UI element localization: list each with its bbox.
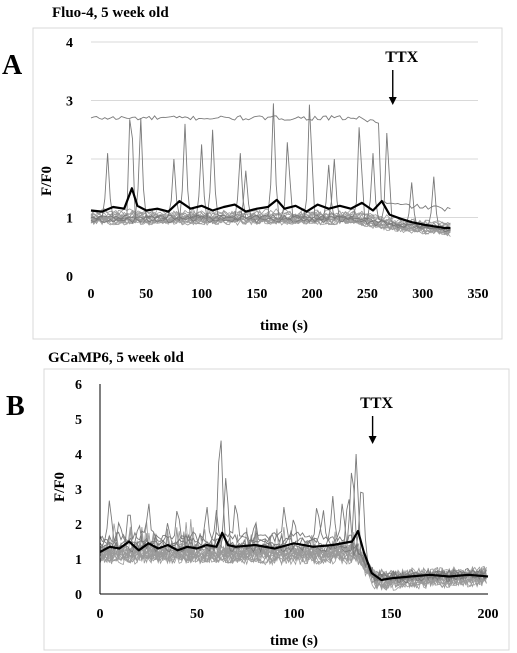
panel-b-axes bbox=[99, 384, 488, 595]
panel-a-y-tick-label: 1 bbox=[66, 212, 73, 227]
panel-b-y-tick-label: 6 bbox=[75, 378, 82, 393]
panel-b-x-tick-label: 0 bbox=[97, 607, 104, 622]
panel-b-x-axis-label: time (s) bbox=[270, 633, 318, 649]
panel-a-mean-line bbox=[90, 187, 451, 230]
panel-b-y-tick-label: 5 bbox=[75, 413, 82, 428]
panel-b-mean-line bbox=[99, 529, 489, 582]
panel-a-y-axis-label: F/F0 bbox=[39, 166, 55, 196]
panel-b-ttx-arrow-head bbox=[368, 436, 377, 444]
panel-b-y-ticks: 0 1 2 3 4 5 6 bbox=[75, 378, 82, 603]
panel-b-background-trace bbox=[99, 527, 487, 590]
panel-a-spike-trace bbox=[90, 123, 451, 233]
panel-a: Fluo-4, 5 week old A 0 50 100 150 200 250 300 3… bbox=[2, 5, 503, 340]
panel-b-title: GCaMP6, 5 week old bbox=[48, 350, 184, 366]
panel-b-spike-trace bbox=[99, 491, 487, 582]
panel-b-letter: B bbox=[6, 391, 25, 422]
panel-b-ttx-arrow bbox=[368, 416, 377, 444]
panel-a-x-axis-label: time (s) bbox=[260, 318, 308, 334]
panel-a-ttx-arrow bbox=[388, 70, 397, 105]
panel-b-x-tick-label: 150 bbox=[381, 607, 402, 622]
panel-b-spike-trace bbox=[99, 472, 487, 583]
panel-a-mean-trace bbox=[90, 187, 451, 230]
panel-a-background-trace bbox=[90, 214, 451, 234]
panel-a-spike-trace bbox=[90, 115, 451, 212]
panel-b-spike-trace bbox=[99, 495, 487, 581]
panel-b-x-tick-label: 200 bbox=[478, 607, 499, 622]
panel-a-gridlines bbox=[91, 41, 478, 218]
panel-a-background-trace bbox=[90, 209, 451, 228]
panel-a-y-tick-label: 0 bbox=[66, 270, 73, 285]
panel-b-y-tick-label: 3 bbox=[75, 483, 82, 498]
panel-a-x-tick-label: 0 bbox=[88, 287, 95, 302]
panel-b-y-tick-label: 2 bbox=[75, 518, 82, 533]
panel-a-letter: A bbox=[2, 50, 23, 81]
panel-a-x-tick-label: 200 bbox=[302, 287, 323, 302]
panel-b-frame bbox=[43, 368, 510, 651]
panel-b-x-ticks: 0 50 100 150 200 bbox=[97, 607, 499, 622]
panel-a-spike-traces bbox=[90, 103, 451, 233]
panel-b-y-tick-label: 4 bbox=[75, 448, 82, 463]
panel-a-background-trace bbox=[90, 215, 451, 235]
panel-a-x-tick-label: 150 bbox=[246, 287, 267, 302]
panel-a-x-ticks: 0 50 100 150 200 250 300 350 bbox=[88, 287, 489, 302]
panel-b-y-axis-label: F/F0 bbox=[52, 472, 68, 502]
panel-a-title: Fluo-4, 5 week old bbox=[52, 5, 169, 21]
panel-a-y-tick-label: 2 bbox=[66, 153, 73, 168]
panel-a-background-traces bbox=[90, 208, 451, 237]
panel-b-x-tick-label: 100 bbox=[284, 607, 305, 622]
panel-b-mean-trace bbox=[99, 529, 489, 582]
panel-a-x-tick-label: 100 bbox=[191, 287, 212, 302]
panel-a-x-tick-label: 250 bbox=[357, 287, 378, 302]
panel-b: GCaMP6, 5 week old B 0 50 100 150 200 0 1 2 3 4 5… bbox=[6, 350, 510, 651]
panel-b-x-tick-label: 50 bbox=[190, 607, 204, 622]
panel-b-ttx-label: TTX bbox=[360, 395, 393, 412]
panel-b-y-tick-label: 1 bbox=[75, 553, 82, 568]
panel-a-y-tick-label: 3 bbox=[66, 95, 73, 110]
panel-a-x-tick-label: 50 bbox=[139, 287, 153, 302]
panel-a-x-tick-label: 350 bbox=[468, 287, 489, 302]
panel-a-frame bbox=[32, 27, 503, 340]
panel-a-x-tick-label: 300 bbox=[412, 287, 433, 302]
panel-a-ttx-label: TTX bbox=[385, 49, 418, 66]
panel-a-ttx-arrow-head bbox=[388, 97, 397, 105]
panel-a-y-tick-label: 4 bbox=[66, 36, 73, 51]
panel-a-y-ticks: 0 1 2 3 4 bbox=[66, 36, 73, 285]
panel-b-y-tick-label: 0 bbox=[75, 588, 82, 603]
